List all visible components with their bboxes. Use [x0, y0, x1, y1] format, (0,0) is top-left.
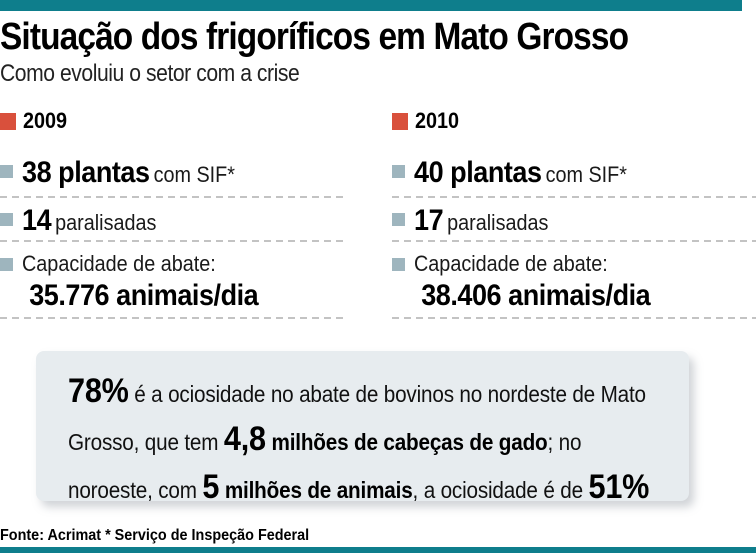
dashed-divider: [0, 240, 348, 242]
gray-square-icon: [0, 258, 13, 271]
highlight-segment: 78%: [68, 372, 129, 410]
bottom-accent-bar: [0, 547, 756, 553]
plants-suffix: com SIF*: [153, 162, 235, 187]
capacity-value: 35.776 animais/dia: [29, 279, 259, 312]
paralyzed-row: 14 paralisadas: [0, 204, 171, 238]
capacity-label: Capacidade de abate:: [22, 251, 216, 276]
year-label: 2009: [23, 108, 68, 133]
plants-value: 40 plantas: [414, 156, 542, 189]
capacity-row: Capacidade de abate: 38.406 animais/dia: [392, 249, 677, 311]
dashed-divider: [0, 317, 348, 319]
dashed-divider: [392, 317, 756, 319]
year-header-2009: 2009: [0, 108, 72, 134]
paralyzed-value: 14: [22, 204, 52, 237]
gray-square-icon: [392, 165, 405, 178]
capacity-label: Capacidade de abate:: [414, 251, 608, 276]
highlight-segment: , a ociosidade é de: [412, 477, 589, 503]
capacity-value: 38.406 animais/dia: [421, 279, 651, 312]
dashed-divider: [392, 196, 756, 198]
highlight-segment: ; no noroeste, com: [68, 429, 582, 503]
plants-row: 38 plantas com SIF*: [0, 156, 259, 190]
highlight-segment: 4,8: [223, 420, 266, 458]
highlight-segment: é a ociosidade no abate de bovinos no no…: [68, 381, 646, 455]
top-accent-bar: [0, 0, 742, 11]
plants-row: 40 plantas com SIF*: [392, 156, 651, 190]
plants-suffix: com SIF*: [545, 162, 627, 187]
dashed-divider: [0, 196, 348, 198]
gray-square-icon: [0, 165, 13, 178]
paralyzed-value: 17: [414, 204, 444, 237]
capacity-row: Capacidade de abate: 35.776 animais/dia: [0, 249, 285, 311]
page-title: Situação dos frigoríficos em Mato Grosso: [0, 16, 629, 58]
source-note: Fonte: Acrimat * Serviço de Inspeção Fed…: [0, 527, 310, 544]
column-2010: 2010 40 plantas com SIF* 17 paralisadas …: [392, 104, 756, 334]
gray-square-icon: [392, 258, 405, 271]
highlight-segment: milhões de cabeças de gado: [265, 429, 548, 455]
gray-square-icon: [0, 213, 13, 226]
plants-value: 38 plantas: [22, 156, 150, 189]
year-header-2010: 2010: [392, 108, 464, 134]
page-subtitle: Como evoluiu o setor com a crise: [0, 60, 300, 87]
red-square-icon: [0, 112, 16, 130]
dashed-divider: [392, 240, 756, 242]
highlight-segment: 51%: [588, 468, 650, 506]
highlight-segment: milhões de animais: [219, 477, 413, 503]
paralyzed-suffix: paralisadas: [447, 210, 549, 235]
highlight-text: 78% é a ociosidade no abate de bovinos n…: [68, 369, 658, 513]
paralyzed-suffix: paralisadas: [55, 210, 157, 235]
red-square-icon: [392, 112, 408, 130]
paralyzed-row: 17 paralisadas: [392, 204, 563, 238]
highlight-segment: 5: [202, 468, 220, 506]
column-2009: 2009 38 plantas com SIF* 14 paralisadas …: [0, 104, 348, 334]
highlight-box: 78% é a ociosidade no abate de bovinos n…: [36, 351, 689, 506]
year-label: 2010: [415, 108, 460, 133]
gray-square-icon: [392, 213, 405, 226]
